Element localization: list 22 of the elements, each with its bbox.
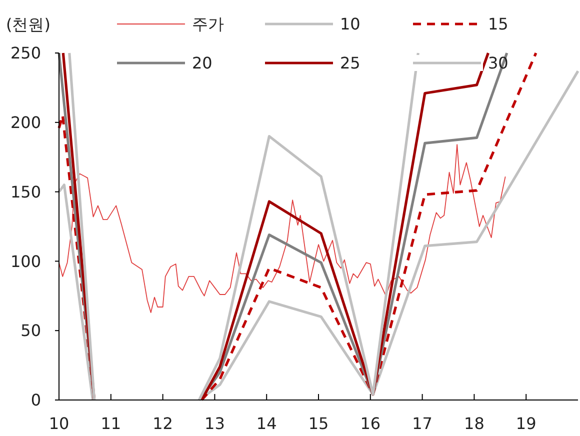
x-tick-label: 12 [152,414,173,433]
x-tick-label: 17 [412,414,432,433]
legend-label: 주가 [192,14,224,34]
x-tick-label: 16 [360,414,381,433]
y-tick-label: 250 [10,44,41,63]
y-tick-label: 150 [10,182,41,202]
y-tick-label: 50 [20,321,41,340]
x-tick-label: 11 [100,414,122,433]
legend-label: 25 [340,54,360,73]
legend-label: 15 [488,14,508,34]
x-tick-label: 13 [204,414,225,433]
x-tick-label: 18 [464,414,484,433]
x-tick-label: 10 [48,414,70,433]
x-tick-label: 15 [308,414,329,433]
legend-label: 20 [192,54,212,73]
legend-label: 10 [340,14,360,34]
y-tick-label: 0 [30,390,41,410]
x-tick-label: 19 [516,414,536,433]
y-tick-label: 200 [10,113,41,132]
y-tick-label: 100 [10,252,41,271]
x-tick-label: 14 [256,414,277,433]
y-axis-title: (천원) [6,15,50,34]
